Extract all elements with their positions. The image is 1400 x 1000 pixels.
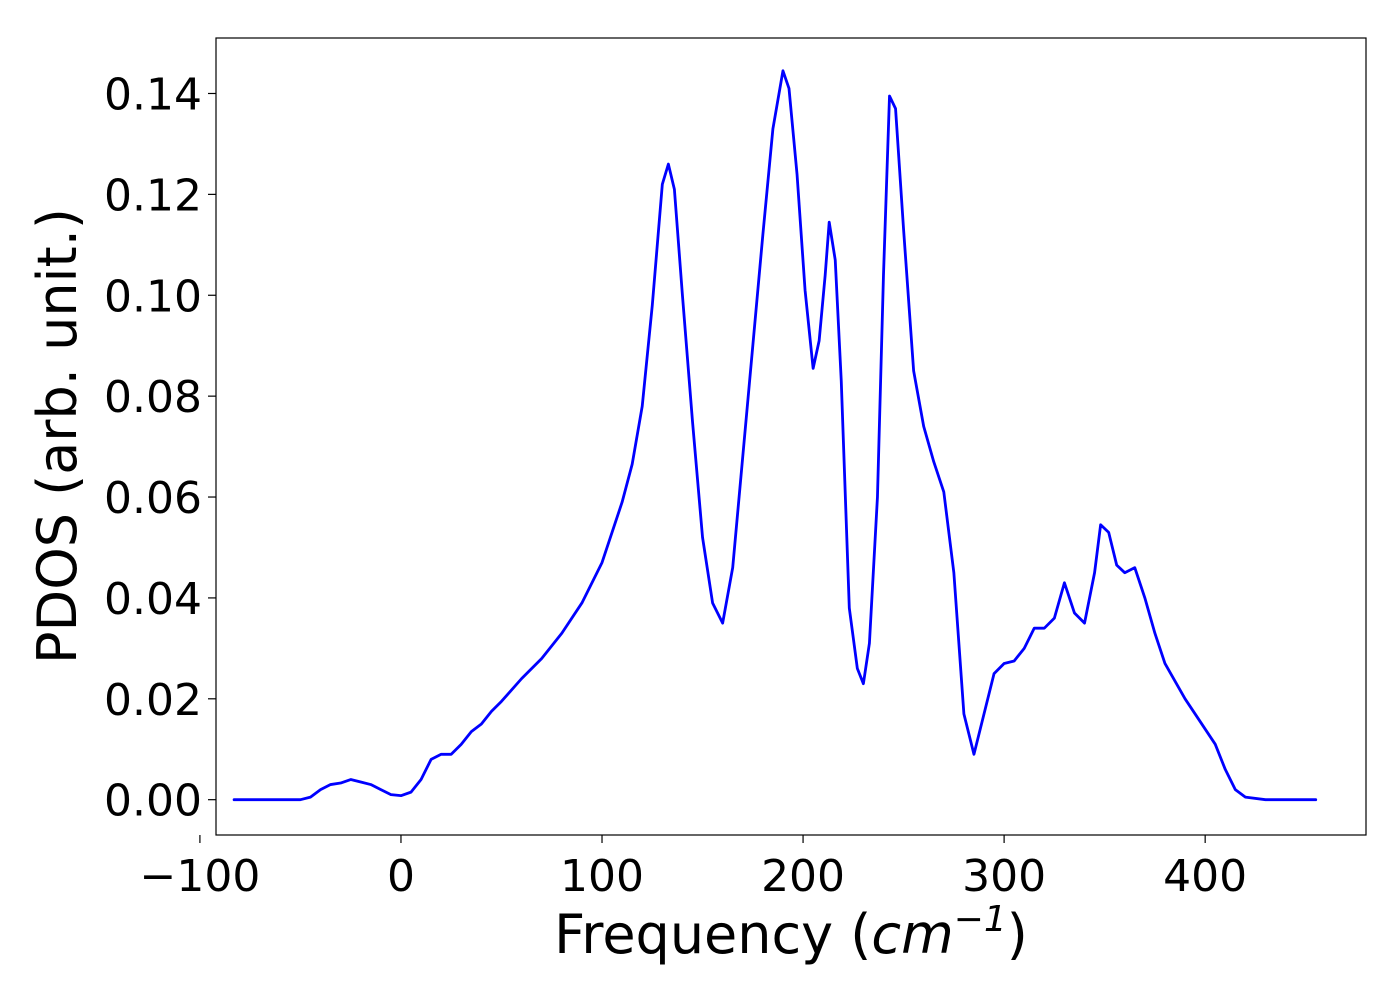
x-axis-title-unit-exponent: −1	[954, 899, 1007, 940]
y-tick-label: 0.06	[104, 473, 202, 524]
y-tick-label: 0.08	[104, 372, 202, 423]
x-tick-label: 100	[560, 851, 644, 902]
y-axis-ticks: 0.00 0.02 0.04 0.06 0.08 0.10 0.12 0.14	[104, 69, 216, 827]
x-tick-label: 300	[962, 851, 1046, 902]
x-tick-label: −100	[139, 851, 260, 902]
y-tick-label: 0.04	[104, 574, 202, 625]
y-axis-title: PDOS (arb. unit.)	[26, 208, 89, 664]
axes-frame	[215, 37, 1367, 836]
x-tick-label: 200	[761, 851, 845, 902]
x-tick-label: 400	[1163, 851, 1247, 902]
x-axis-title-close-paren: )	[1007, 903, 1028, 966]
y-tick-label: 0.10	[104, 271, 202, 322]
x-axis-title-text: Frequency	[554, 903, 833, 966]
plot-area	[215, 37, 1367, 836]
pdos-series-line	[232, 69, 1318, 802]
y-tick-label: 0.12	[104, 170, 202, 221]
x-axis-ticks: −100 0 100 200 300 400	[139, 835, 1247, 902]
x-tick-label: 0	[387, 851, 415, 902]
x-axis-title-unit: cm	[871, 903, 953, 966]
y-tick-label: 0.14	[104, 69, 202, 120]
y-tick-label: 0.02	[104, 675, 202, 726]
x-axis-title: Frequency (cm−1)	[554, 899, 1028, 966]
y-tick-label: 0.00	[104, 776, 202, 827]
x-axis-title-open-paren: (	[833, 903, 871, 966]
